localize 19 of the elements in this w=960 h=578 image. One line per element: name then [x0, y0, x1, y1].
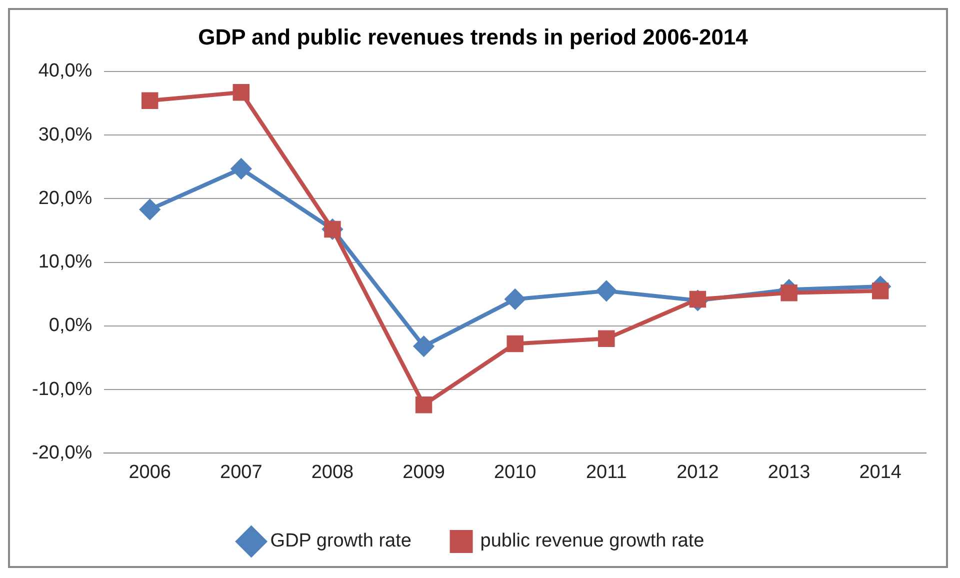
y-tick-label: 20,0% [38, 188, 92, 209]
x-tick-label: 2006 [128, 462, 171, 483]
y-tick-label: 10,0% [38, 252, 92, 273]
x-tick-label: 2010 [494, 462, 536, 483]
x-tick-label: 2013 [768, 462, 810, 483]
y-tick-label: 40,0% [38, 60, 92, 82]
y-tick-label: 30,0% [38, 124, 92, 146]
legend-label: GDP growth rate [270, 530, 412, 552]
y-tick-label: 0,0% [48, 315, 92, 336]
x-tick-label: 2008 [311, 462, 354, 483]
x-tick-label: 2014 [859, 462, 902, 483]
x-tick-label: 2007 [220, 462, 262, 483]
x-tick-label: 2009 [402, 462, 445, 483]
x-tick-label: 2012 [676, 462, 719, 483]
chart-title: GDP and public revenues trends in period 2006-2014 [198, 24, 749, 50]
y-tick-label: -10,0% [32, 378, 92, 400]
y-tick-label: -20,0% [32, 442, 92, 464]
legend-label: public revenue growth rate [480, 530, 704, 552]
x-tick-label: 2011 [586, 462, 627, 483]
